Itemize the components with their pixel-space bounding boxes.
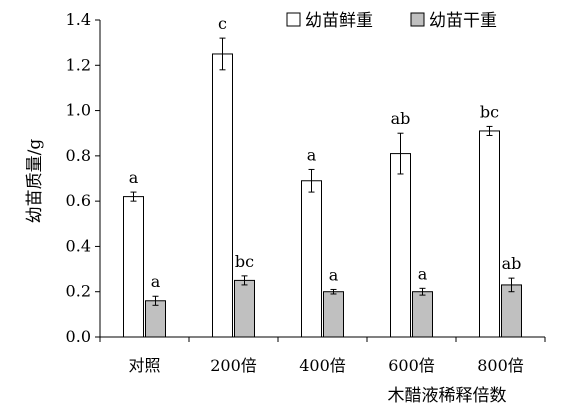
axes: 0.0 0.2 0.4 0.6 0.8 1.0 1.2 1.4 对照 200倍 400倍 600倍 80… xyxy=(66,10,546,375)
significance-label: a xyxy=(329,265,339,284)
x-tick-label: 400倍 xyxy=(299,356,346,375)
significance-label: ab xyxy=(391,109,411,128)
legend-swatch-series2 xyxy=(410,12,425,27)
significance-label: bc xyxy=(235,252,254,271)
significance-label: a xyxy=(129,168,139,187)
y-tick-label: 0.2 xyxy=(66,282,91,301)
y-tick-label: 0.4 xyxy=(66,236,91,255)
y-tick-label: 0.8 xyxy=(66,146,91,165)
significance-label: bc xyxy=(480,102,499,121)
bar-series2 xyxy=(412,291,433,338)
x-tick-label: 600倍 xyxy=(388,356,435,375)
bar-series1 xyxy=(390,153,411,338)
significance-label: c xyxy=(218,14,227,33)
bar-series2 xyxy=(234,279,255,338)
y-tick-label: 1.4 xyxy=(66,10,91,29)
y-tick-label: 1.0 xyxy=(66,101,91,120)
legend: 幼苗鲜重 幼苗干重 xyxy=(286,11,497,31)
x-tick-label: 200倍 xyxy=(210,356,257,375)
y-tick-label: 0.0 xyxy=(66,327,91,346)
significance-label: a xyxy=(151,272,161,291)
legend-label-series2: 幼苗干重 xyxy=(429,11,497,31)
significance-label: a xyxy=(418,264,428,283)
bar-series1 xyxy=(301,180,322,338)
bar-series2 xyxy=(145,300,166,338)
significance-label: a xyxy=(307,145,317,164)
y-tick-label: 0.6 xyxy=(66,191,91,210)
x-tick-label: 800倍 xyxy=(477,356,524,375)
legend-label-series1: 幼苗鲜重 xyxy=(305,11,373,31)
y-axis-title: 幼苗质量/g xyxy=(25,139,45,224)
legend-swatch-series1 xyxy=(286,12,301,27)
significance-label: ab xyxy=(502,254,522,273)
bar-series1 xyxy=(123,196,144,338)
bar-series2 xyxy=(323,291,344,338)
x-axis-title: 木醋液稀释倍数 xyxy=(388,386,507,406)
bar-series1 xyxy=(212,53,233,338)
bar-series1 xyxy=(479,130,500,338)
bar-series2 xyxy=(501,284,522,338)
x-tick-label: 对照 xyxy=(128,356,160,375)
bars: a a c bc a a ab a bc ab xyxy=(123,14,522,338)
y-tick-label: 1.2 xyxy=(66,55,91,74)
